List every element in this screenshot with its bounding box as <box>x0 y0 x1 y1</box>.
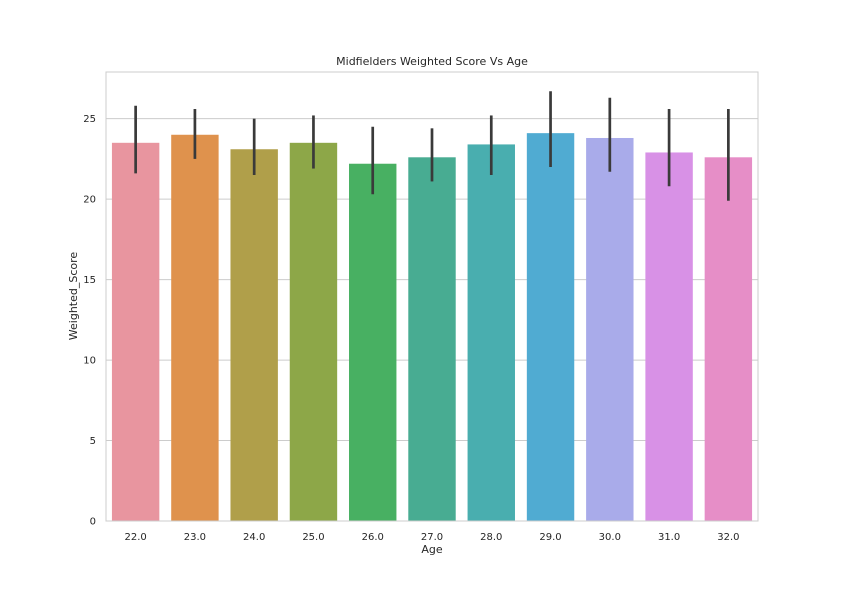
x-tick-label: 23.0 <box>184 532 206 543</box>
y-tick-label: 15 <box>83 275 96 286</box>
x-axis-label: Age <box>421 543 443 556</box>
x-tick-label: 24.0 <box>243 532 265 543</box>
x-tick-label: 27.0 <box>421 532 443 543</box>
x-tick-label: 32.0 <box>717 532 739 543</box>
y-tick-label: 20 <box>83 195 96 206</box>
bar-27.0 <box>408 157 456 522</box>
x-tick-labels: 22.0 23.0 24.0 25.0 26.0 27.0 28.0 29.0 30.0 31.0… <box>125 532 740 543</box>
y-tick-label: 5 <box>90 436 96 447</box>
bar-30.0 <box>586 137 634 521</box>
bar-31.0 <box>645 152 693 521</box>
bar-23.0 <box>171 134 219 522</box>
bar-32.0 <box>704 157 753 522</box>
y-tick-label: 10 <box>83 356 96 367</box>
x-tick-label: 25.0 <box>302 532 324 543</box>
error-bars <box>134 91 730 201</box>
y-axis-label: Weighted_Score <box>67 252 80 341</box>
bar-29.0 <box>526 133 575 522</box>
x-tick-label: 29.0 <box>539 532 561 543</box>
bar-24.0 <box>230 149 278 521</box>
x-tick-label: 22.0 <box>125 532 147 543</box>
bar-25.0 <box>289 142 338 521</box>
bar-22.0 <box>111 142 160 521</box>
bars <box>111 133 753 522</box>
y-tick-label: 0 <box>90 517 96 528</box>
x-tick-label: 26.0 <box>362 532 384 543</box>
y-tick-labels: 0 5 10 15 20 25 <box>83 114 96 527</box>
chart-title: Midfielders Weighted Score Vs Age <box>336 55 528 68</box>
axes-frame <box>105 71 759 522</box>
x-tick-label: 31.0 <box>658 532 680 543</box>
y-tick-label: 25 <box>83 114 96 125</box>
bar-26.0 <box>349 163 397 521</box>
x-tick-label: 28.0 <box>480 532 502 543</box>
bar-28.0 <box>467 144 515 521</box>
x-tick-label: 30.0 <box>599 532 621 543</box>
